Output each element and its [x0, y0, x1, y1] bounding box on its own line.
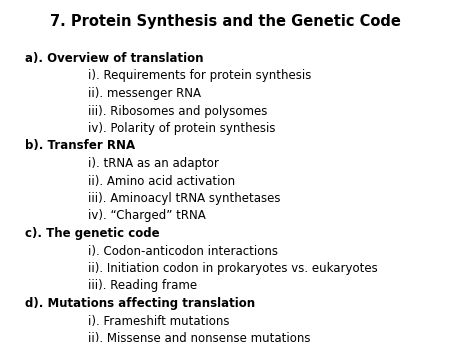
- Text: i). Frameshift mutations: i). Frameshift mutations: [88, 315, 229, 328]
- Text: b). Transfer RNA: b). Transfer RNA: [25, 140, 135, 153]
- Text: d). Mutations affecting translation: d). Mutations affecting translation: [25, 297, 255, 310]
- Text: iii). Reading frame: iii). Reading frame: [88, 279, 197, 292]
- Text: iv). “Charged” tRNA: iv). “Charged” tRNA: [88, 210, 206, 223]
- Text: a). Overview of translation: a). Overview of translation: [25, 52, 203, 65]
- Text: ii). Missense and nonsense mutations: ii). Missense and nonsense mutations: [88, 332, 310, 342]
- Text: ii). Initiation codon in prokaryotes vs. eukaryotes: ii). Initiation codon in prokaryotes vs.…: [88, 262, 378, 275]
- Text: c). The genetic code: c). The genetic code: [25, 227, 159, 240]
- Text: i). Requirements for protein synthesis: i). Requirements for protein synthesis: [88, 69, 311, 82]
- Text: ii). Amino acid activation: ii). Amino acid activation: [88, 174, 235, 187]
- Text: i). Codon-anticodon interactions: i). Codon-anticodon interactions: [88, 245, 278, 258]
- Text: iii). Ribosomes and polysomes: iii). Ribosomes and polysomes: [88, 105, 267, 118]
- Text: iv). Polarity of protein synthesis: iv). Polarity of protein synthesis: [88, 122, 275, 135]
- Text: iii). Aminoacyl tRNA synthetases: iii). Aminoacyl tRNA synthetases: [88, 192, 280, 205]
- Text: i). tRNA as an adaptor: i). tRNA as an adaptor: [88, 157, 219, 170]
- Text: 7. Protein Synthesis and the Genetic Code: 7. Protein Synthesis and the Genetic Cod…: [50, 14, 400, 29]
- Text: ii). messenger RNA: ii). messenger RNA: [88, 87, 201, 100]
